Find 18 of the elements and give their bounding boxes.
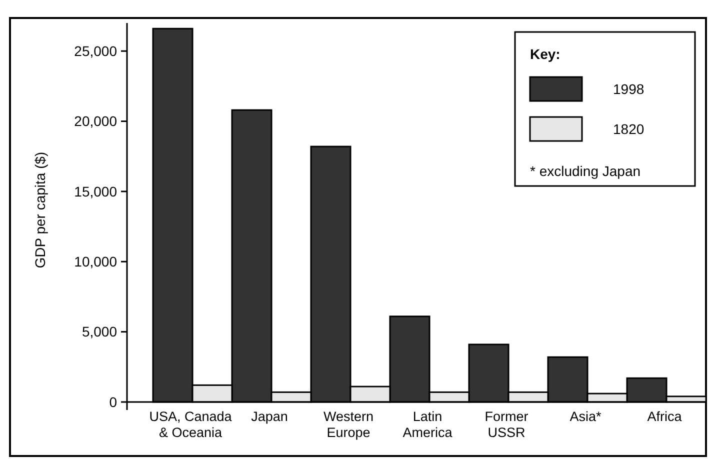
y-tick-label: 5,000 — [82, 324, 118, 340]
annotation: * excluding Japan — [530, 162, 641, 179]
x-tick-label: Japan — [251, 409, 288, 424]
x-tick-label: USA, Canada & Oceania — [149, 409, 232, 440]
legend-label: 1998 — [613, 80, 644, 97]
y-axis-title: GDP per capita ($) — [32, 152, 48, 268]
x-tick-label: Asia* — [570, 409, 602, 424]
x-tick-label: Former USSR — [484, 409, 529, 440]
legend-label: 1820 — [613, 120, 644, 137]
legend-title: Key: — [530, 46, 560, 62]
y-tick-label: 20,000 — [74, 113, 118, 130]
y-tick-label: 15,000 — [74, 183, 118, 200]
x-tick-label: Latin America — [402, 409, 453, 440]
x-tick-label: Africa — [647, 409, 682, 424]
y-tick-label: 25,000 — [74, 42, 118, 59]
y-tick-label: 10,000 — [74, 254, 118, 270]
x-tick-label: Western Europe — [323, 409, 374, 440]
y-tick-label: 0 — [109, 394, 118, 410]
